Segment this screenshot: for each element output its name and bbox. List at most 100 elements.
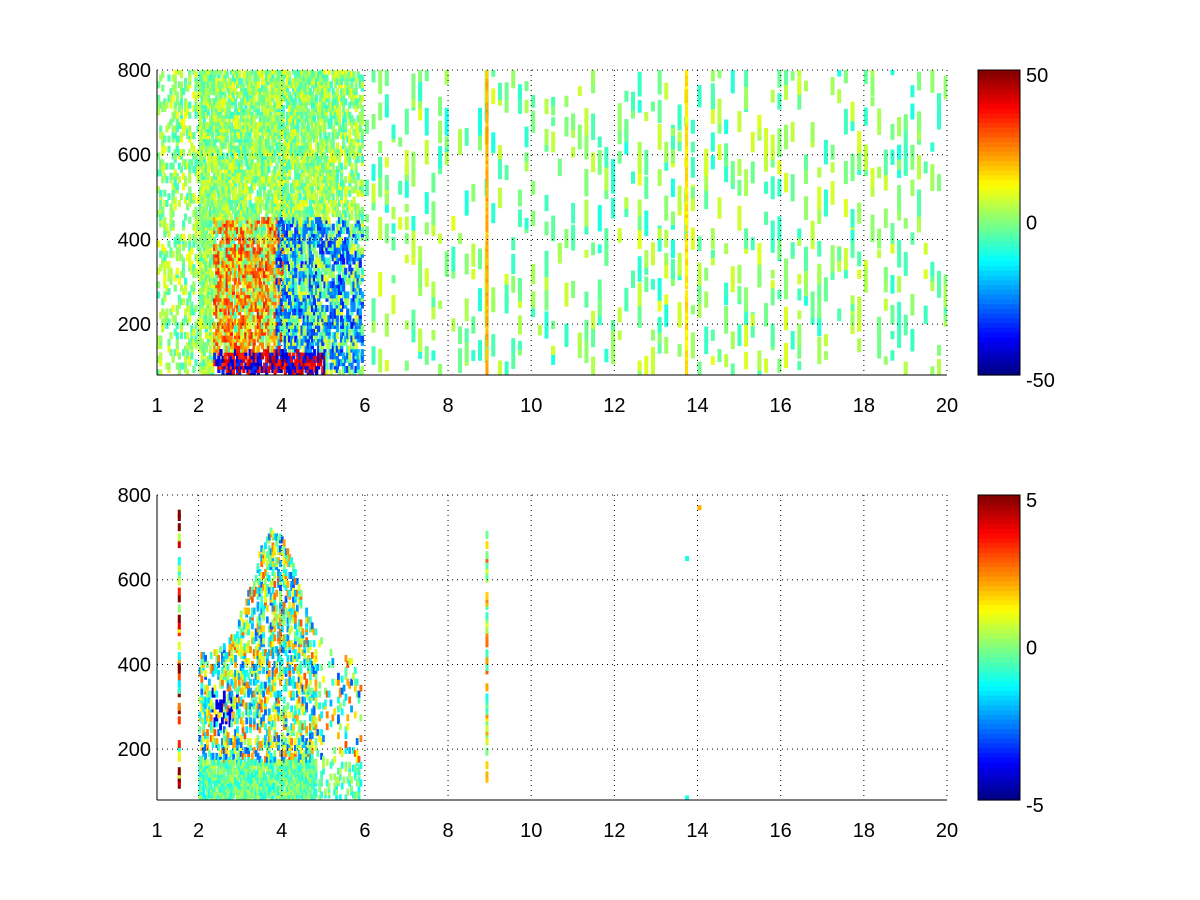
heatmap-cell (186, 369, 190, 375)
heatmap-cell (213, 111, 217, 119)
heatmap-cell (213, 291, 217, 299)
heatmap-cell (161, 149, 165, 157)
heatmap-cell (356, 71, 360, 79)
heatmap-cell (279, 203, 283, 211)
heatmap-cell (360, 115, 364, 123)
heatmap-cell (319, 301, 323, 309)
heatmap-cell (198, 81, 202, 89)
heatmap-cell (267, 335, 271, 343)
heatmap-cell (229, 260, 233, 268)
heatmap-cell (188, 304, 192, 312)
heatmap-cell (306, 308, 310, 316)
heatmap-cell (344, 335, 348, 343)
heatmap-cell (308, 111, 312, 119)
heatmap-cell (333, 118, 337, 126)
heatmap-cell (181, 233, 186, 241)
heatmap-cell (298, 84, 302, 92)
heatmap-cell (411, 215, 416, 231)
heatmap-cell (335, 186, 339, 194)
heatmap-cell (233, 105, 238, 113)
heatmap-cell (331, 298, 335, 306)
heatmap-cell (198, 135, 202, 143)
heatmap-cell (157, 94, 161, 102)
heatmap-cell (246, 159, 250, 167)
heatmap-cell (175, 247, 179, 255)
heatmap-cell (346, 220, 350, 228)
heatmap-cell (248, 250, 252, 258)
heatmap-cell (248, 172, 252, 180)
heatmap-cell (319, 84, 323, 92)
heatmap-cell (192, 223, 196, 231)
heatmap-cell (360, 349, 364, 357)
heatmap-cell (511, 237, 516, 251)
heatmap-cell (517, 189, 522, 207)
heatmap-cell (258, 352, 263, 360)
heatmap-cell (296, 294, 300, 302)
heatmap-cell (211, 308, 215, 316)
heatmap-cell (167, 267, 171, 275)
heatmap-cell (296, 189, 300, 197)
heatmap-cell (159, 203, 163, 211)
heatmap-cell (302, 149, 306, 157)
heatmap-cell (194, 342, 198, 350)
heatmap-cell (331, 149, 335, 157)
heatmap-cell (271, 308, 275, 316)
heatmap-cell (344, 121, 348, 129)
heatmap-cell (163, 105, 167, 113)
heatmap-cell (157, 101, 161, 109)
heatmap-cell (327, 145, 331, 153)
heatmap-cell (242, 152, 246, 160)
heatmap-cell (208, 260, 213, 268)
heatmap-cell (163, 189, 167, 197)
heatmap-cell (335, 210, 339, 218)
heatmap-cell (358, 223, 362, 231)
heatmap-cell (319, 115, 323, 123)
heatmap-cell (354, 128, 358, 136)
heatmap-cell (265, 199, 269, 207)
heatmap-cell (285, 186, 290, 194)
heatmap-cell (352, 94, 356, 102)
heatmap-cell (327, 132, 331, 140)
heatmap-cell (167, 274, 171, 282)
heatmap-cell (196, 125, 200, 133)
heatmap-cell (315, 233, 319, 241)
heatmap-cell (250, 291, 254, 299)
heatmap-cell (275, 94, 279, 102)
heatmap-cell (424, 107, 429, 136)
heatmap-cell (221, 267, 225, 275)
heatmap-cell (304, 227, 308, 235)
heatmap-cell (233, 152, 238, 160)
heatmap-cell (223, 298, 227, 306)
heatmap-cell (271, 318, 275, 326)
heatmap-cell (267, 318, 271, 326)
heatmap-cell (273, 247, 277, 255)
heatmap-cell (306, 301, 310, 309)
heatmap-cell (335, 166, 339, 174)
heatmap-cell (248, 88, 252, 96)
heatmap-cell (312, 94, 317, 102)
heatmap-cell (524, 152, 529, 163)
heatmap-cell (254, 250, 258, 258)
heatmap-cell (327, 281, 331, 289)
heatmap-cell (360, 105, 364, 113)
heatmap-cell (169, 267, 173, 275)
heatmap-cell (277, 311, 281, 319)
heatmap-cell (269, 345, 273, 353)
heatmap-cell (315, 304, 319, 312)
heatmap-cell (391, 295, 396, 315)
heatmap-cell (344, 210, 348, 218)
heatmap-cell (200, 206, 204, 214)
heatmap-cell (300, 260, 304, 268)
heatmap-cell (231, 359, 236, 367)
heatmap-cell (331, 223, 335, 231)
heatmap-cell (298, 203, 302, 211)
heatmap-cell (296, 257, 300, 265)
heatmap-cell (190, 335, 194, 343)
heatmap-cell (165, 250, 169, 258)
heatmap-cell (227, 193, 231, 201)
heatmap-cell (238, 77, 242, 85)
heatmap-cell (279, 284, 283, 292)
heatmap-cell (231, 125, 236, 133)
heatmap-cell (250, 311, 254, 319)
heatmap-cell (190, 325, 194, 333)
